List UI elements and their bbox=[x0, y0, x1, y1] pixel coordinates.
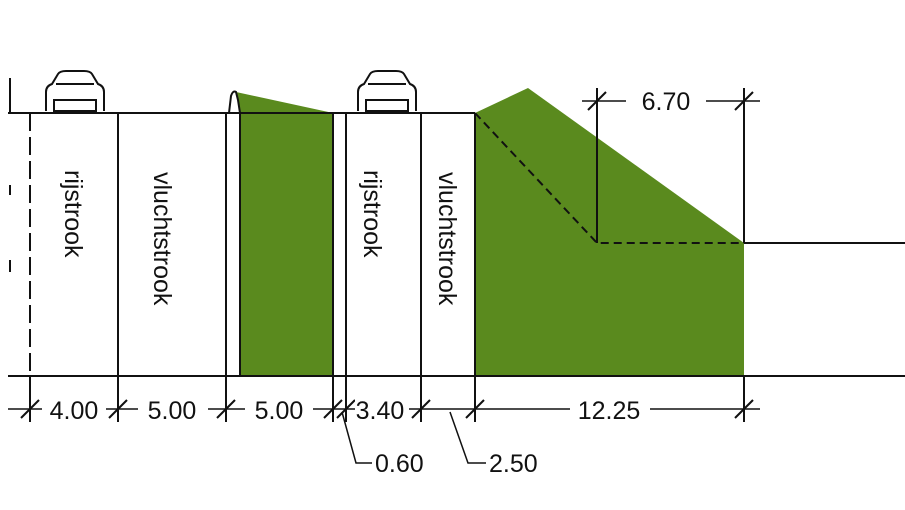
car-icon bbox=[45, 70, 105, 112]
lane-label-rijstrook: rijstrook bbox=[59, 170, 87, 258]
barrier-icon bbox=[228, 90, 241, 114]
leader-060: 0.60 bbox=[341, 411, 424, 478]
dim-label-400: 4.00 bbox=[50, 397, 99, 425]
dim-label-1225: 12.25 bbox=[578, 397, 641, 425]
lane-label-vluchtstrook: vluchtstrook bbox=[148, 172, 176, 306]
median-green-area bbox=[240, 113, 333, 376]
dim-label-340: 3.40 bbox=[356, 397, 405, 425]
dimension-ticks bbox=[20, 376, 754, 422]
median-green-slope bbox=[236, 92, 333, 113]
dim-label-500: 5.00 bbox=[255, 397, 304, 425]
dim-label-500: 5.00 bbox=[148, 397, 197, 425]
dim-label-250: 2.50 bbox=[489, 450, 538, 478]
dimension-670: 6.70 bbox=[582, 86, 760, 243]
leader-250: 2.50 bbox=[449, 411, 538, 478]
embankment-green-area bbox=[475, 88, 744, 376]
dim-label-060: 0.60 bbox=[375, 450, 424, 478]
original-profile-dashed bbox=[474, 112, 744, 244]
dim-label-670: 6.70 bbox=[642, 88, 691, 116]
lane-label-vluchtstrook: vluchtstrook bbox=[433, 172, 461, 306]
lane-label-rijstrook: rijstrook bbox=[358, 170, 386, 258]
car-icon bbox=[357, 70, 417, 112]
